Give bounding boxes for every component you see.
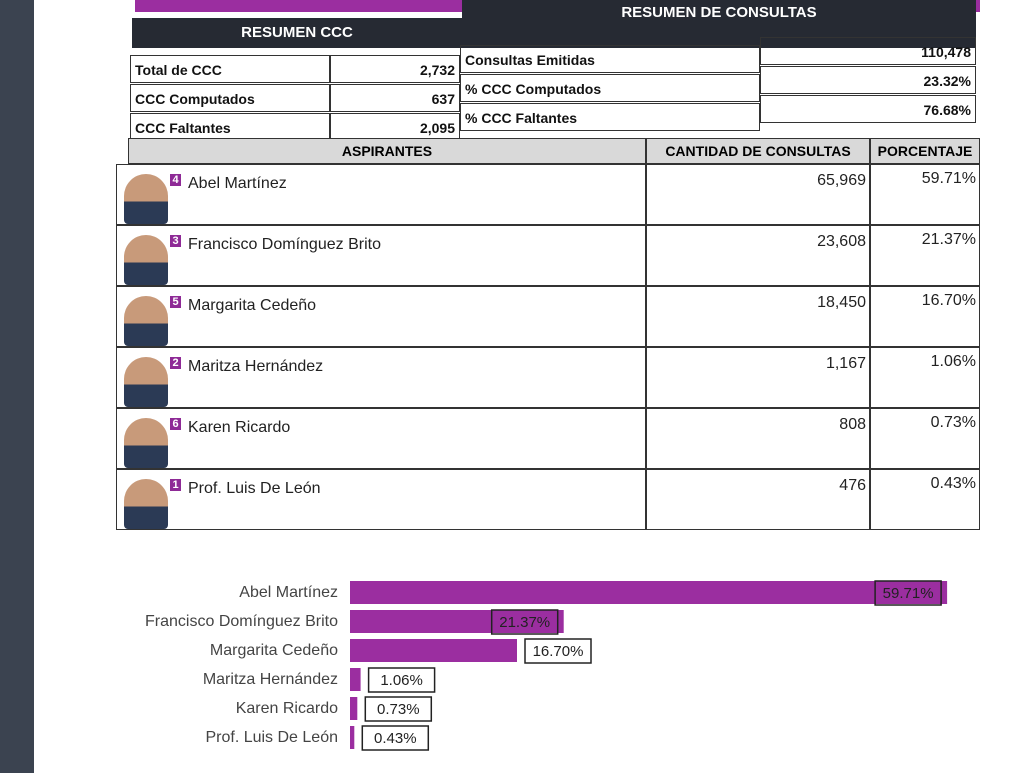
table-cell (870, 225, 980, 286)
value-label: 1.06% (380, 672, 423, 689)
percentage: 21.37% (921, 231, 976, 248)
candidate-photo (124, 174, 168, 224)
bar (350, 639, 517, 662)
candidate-badge: 5 (170, 296, 181, 308)
candidate-photo (124, 479, 168, 529)
summary-bg (462, 28, 976, 48)
candidate-photo (124, 235, 168, 285)
candidate-photo (124, 418, 168, 468)
candidate-name: Margarita Cedeño (188, 297, 317, 314)
table-cell (646, 225, 870, 286)
candidate-name: Abel Martínez (188, 175, 287, 192)
value-label-box (364, 696, 433, 722)
table-cell (646, 408, 870, 469)
table-header: CANTIDAD DE CONSULTAS (646, 138, 870, 164)
candidate-photo (124, 296, 168, 346)
bar (350, 726, 355, 749)
table-cell (646, 286, 870, 347)
consultas-count: 1,167 (825, 355, 866, 372)
percentage: 0.73% (930, 414, 976, 431)
summary-value: 23.32% (760, 66, 976, 94)
consultas-count: 18,450 (817, 294, 866, 311)
table-cell (646, 164, 870, 225)
table-cell (870, 408, 980, 469)
percentage: 0.43% (930, 475, 976, 492)
table-cell (646, 347, 870, 408)
value-label-box (490, 609, 559, 635)
bar-chart: Abel Martínez 59.71% Francisco Domínguez B… (145, 580, 948, 751)
table-cell (116, 225, 646, 286)
candidate-badge: 1 (170, 479, 181, 491)
value-label: 21.37% (499, 614, 550, 631)
consultas-count: 65,969 (817, 172, 866, 189)
bar (350, 610, 564, 633)
category-label: Maritza Hernández (203, 671, 338, 688)
category-label: Abel Martínez (239, 584, 338, 601)
value-label: 0.73% (377, 701, 420, 718)
percentage: 59.71% (921, 170, 976, 187)
summary-value: 2,732 (330, 55, 460, 83)
category-label: Francisco Domínguez Brito (145, 613, 338, 630)
table-header: ASPIRANTES (128, 138, 646, 164)
table-cell (870, 347, 980, 408)
summary-title: RESUMEN CCC (132, 18, 462, 48)
category-label: Karen Ricardo (236, 700, 338, 717)
table-cell (116, 408, 646, 469)
value-label-box (874, 580, 942, 606)
category-label: Prof. Luis De León (205, 729, 338, 746)
candidate-badge: 4 (170, 174, 181, 186)
summary-value: 76.68% (760, 95, 976, 123)
candidate-name: Francisco Domínguez Brito (188, 236, 381, 253)
summary-value: 110,478 (760, 37, 976, 65)
percentage: 16.70% (921, 292, 976, 309)
value-label: 59.71% (883, 585, 934, 602)
consultas-count: 23,608 (817, 233, 866, 250)
candidate-badge: 2 (170, 357, 181, 369)
percentage: 1.06% (930, 353, 976, 370)
candidate-name: Maritza Hernández (188, 358, 324, 375)
value-label: 16.70% (533, 643, 584, 660)
table-cell (870, 469, 980, 530)
summary-label: % CCC Computados (460, 74, 760, 102)
table-cell (116, 347, 646, 408)
summary-value: 2,095 (330, 113, 460, 141)
summary-label: CCC Faltantes (130, 113, 330, 141)
summary-label: CCC Computados (130, 84, 330, 112)
candidate-photo (124, 357, 168, 407)
table-cell (870, 164, 980, 225)
table-cell (116, 469, 646, 530)
table-cell (116, 286, 646, 347)
summary-label: Total de CCC (130, 55, 330, 83)
value-label-box (367, 667, 436, 693)
value-label-box (361, 725, 430, 751)
table-cell (870, 286, 980, 347)
candidate-badge: 6 (170, 418, 181, 430)
bar (350, 697, 358, 720)
consultas-count: 808 (839, 416, 866, 433)
candidate-badge: 3 (170, 235, 181, 247)
summary-label: % CCC Faltantes (460, 103, 760, 131)
candidate-name: Karen Ricardo (188, 419, 291, 436)
consultas-count: 476 (839, 477, 866, 494)
value-label: 0.43% (374, 730, 417, 747)
monitor-bezel (0, 0, 34, 773)
summary-title: RESUMEN DE CONSULTAS (462, 0, 976, 28)
table-cell (646, 469, 870, 530)
candidate-name: Prof. Luis De León (188, 480, 321, 497)
category-label: Margarita Cedeño (210, 642, 338, 659)
summary-label: Consultas Emitidas (460, 45, 760, 73)
summary-value: 637 (330, 84, 460, 112)
table-header: PORCENTAJE (870, 138, 980, 164)
table-cell (116, 164, 646, 225)
bar (350, 581, 948, 604)
bar (350, 668, 361, 691)
value-label-box (524, 638, 592, 664)
